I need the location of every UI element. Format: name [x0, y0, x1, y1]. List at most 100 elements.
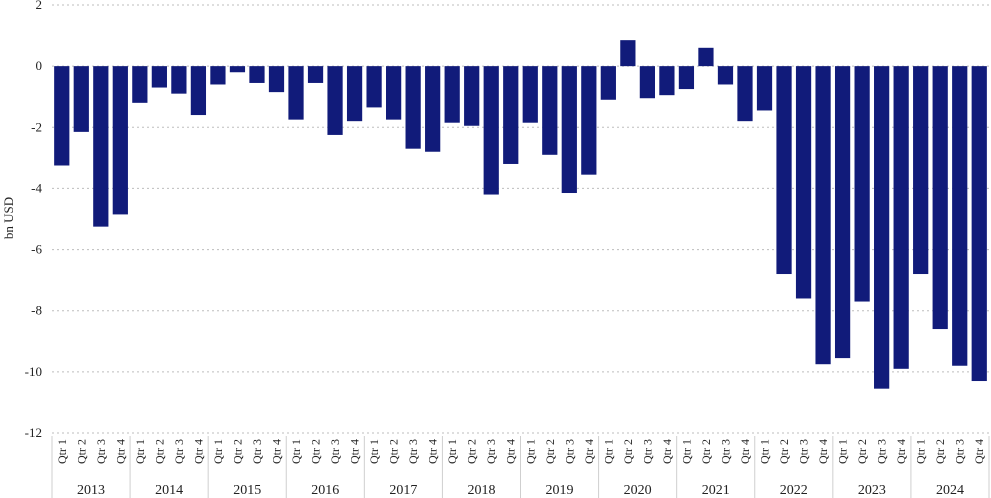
- bar: [386, 66, 402, 120]
- x-tick-label: Qtr 2: [465, 439, 479, 464]
- year-label: 2023: [858, 483, 886, 498]
- bar: [444, 66, 460, 123]
- y-tick-label: -4: [31, 180, 42, 195]
- x-tick-label: Qtr 4: [426, 439, 440, 464]
- x-tick-label: Qtr 2: [777, 439, 791, 464]
- x-tick-label: Qtr 2: [387, 439, 401, 464]
- gridlines: [52, 4, 989, 434]
- x-tick-label: Qtr 4: [348, 439, 362, 464]
- bar: [678, 66, 695, 90]
- bar: [737, 66, 753, 122]
- bar: [581, 66, 597, 175]
- x-tick-label: Qtr 1: [133, 439, 147, 464]
- y-axis-title: bn USD: [1, 197, 16, 239]
- bar: [210, 66, 226, 85]
- year-label: 2022: [780, 483, 808, 498]
- x-tick-label: Qtr 3: [484, 439, 498, 464]
- x-tick-label: Qtr 2: [309, 439, 323, 464]
- x-tick-label: Qtr 3: [328, 439, 342, 464]
- bar: [151, 66, 167, 88]
- year-label: 2021: [702, 483, 730, 498]
- bar: [932, 66, 948, 330]
- bar: [620, 40, 636, 67]
- bar: [639, 66, 655, 99]
- bars: [54, 40, 987, 389]
- x-tick-label: Qtr 1: [914, 439, 928, 464]
- bar: [952, 66, 968, 366]
- y-tick-label: -6: [31, 242, 42, 257]
- bar: [93, 66, 109, 227]
- y-tick-label: -2: [31, 119, 42, 134]
- bar: [795, 66, 812, 299]
- bar: [171, 66, 187, 94]
- year-label: 2014: [155, 483, 183, 498]
- x-tick-label: Qtr 1: [445, 439, 459, 464]
- bar: [503, 66, 519, 164]
- bar: [73, 66, 89, 132]
- bar: [698, 47, 714, 67]
- bar: [288, 66, 304, 120]
- y-tick-label: -10: [25, 364, 42, 379]
- x-tick-label: Qtr 4: [113, 439, 127, 464]
- bar: [425, 66, 441, 152]
- bar: [522, 66, 538, 123]
- bar: [132, 66, 148, 103]
- bar: [54, 66, 70, 166]
- x-tick-label: Qtr 1: [836, 439, 850, 464]
- x-tick-label: Qtr 1: [523, 439, 537, 464]
- x-tick-label: Qtr 3: [250, 439, 264, 464]
- x-tick-label: Qtr 1: [679, 439, 693, 464]
- y-axis-ticks: 2 0 -2 -4 -6 -8 -10 -12: [25, 0, 43, 440]
- x-tick-label: Qtr 4: [816, 439, 830, 464]
- bar: [190, 66, 207, 116]
- bar: [405, 66, 421, 149]
- bar: [229, 66, 246, 73]
- bar: [834, 66, 851, 359]
- x-tick-label: Qtr 2: [230, 439, 244, 464]
- bar: [756, 66, 773, 111]
- bar: [854, 66, 870, 302]
- x-tick-label: Qtr 1: [758, 439, 772, 464]
- bar: [971, 66, 987, 382]
- y-tick-label: 2: [36, 0, 43, 12]
- bar: [464, 66, 480, 126]
- bar: [327, 66, 343, 135]
- x-tick-label: Qtr 3: [718, 439, 732, 464]
- bar: [561, 66, 577, 194]
- x-tick-label: Qtr 3: [562, 439, 576, 464]
- bar: [600, 66, 616, 100]
- x-tick-label: Qtr 4: [582, 439, 596, 464]
- x-tick-label: Qtr 4: [269, 439, 283, 464]
- y-tick-label: -8: [31, 303, 42, 318]
- x-tick-label: Qtr 1: [55, 439, 69, 464]
- year-label: 2013: [77, 483, 105, 498]
- x-axis-labels: Qtr 1 Qtr 2 Qtr 3 Qtr 4 2013 Qtr 1 Qtr 2 Qtr 3 Q…: [51, 436, 990, 498]
- bar: [913, 66, 929, 275]
- x-tick-label: Qtr 3: [94, 439, 108, 464]
- x-tick-label: Qtr 1: [601, 439, 615, 464]
- bar: [542, 66, 558, 155]
- x-tick-label: Qtr 1: [211, 439, 225, 464]
- x-tick-label: Qtr 2: [699, 439, 713, 464]
- year-label: 2019: [546, 483, 574, 498]
- year-label: 2016: [311, 483, 339, 498]
- x-tick-label: Qtr 3: [797, 439, 811, 464]
- bar: [366, 66, 382, 108]
- bar: [815, 66, 831, 365]
- x-tick-label: Qtr 3: [640, 439, 654, 464]
- x-tick-label: Qtr 4: [504, 439, 518, 464]
- year-label: 2017: [389, 483, 417, 498]
- y-tick-label: 0: [36, 58, 43, 73]
- year-label: 2015: [233, 483, 261, 498]
- x-tick-label: Qtr 3: [875, 439, 889, 464]
- x-tick-label: Qtr 4: [738, 439, 752, 464]
- bar: [659, 66, 675, 96]
- bar: [776, 66, 792, 275]
- bar: [249, 66, 265, 83]
- year-label: 2020: [624, 483, 652, 498]
- x-tick-label: Qtr 4: [972, 439, 986, 464]
- x-tick-label: Qtr 1: [367, 439, 381, 464]
- x-tick-label: Qtr 4: [660, 439, 674, 464]
- year-label: 2018: [467, 483, 495, 498]
